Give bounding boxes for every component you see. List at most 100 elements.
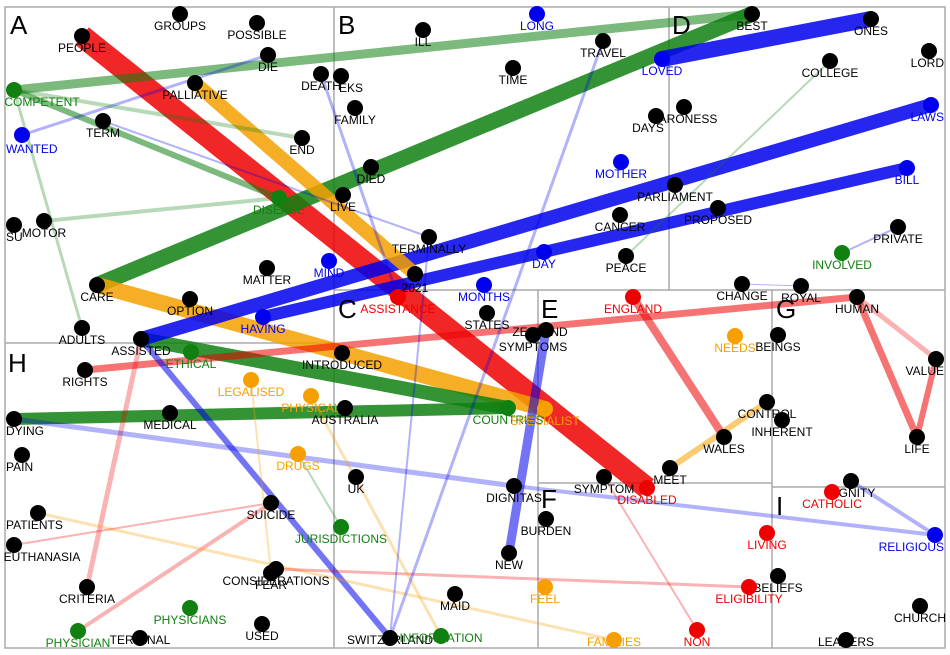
node-dot [596,469,612,485]
node-label: INTRODUCED [302,358,382,372]
node-dot [290,446,306,462]
node-label: BELIEFS [753,581,802,595]
node-legalised: LEGALISED [218,372,285,399]
node-dot [741,579,757,595]
node-label: 2021 [402,281,429,295]
node-label: TIME [499,73,528,87]
region-letter-d: D [672,10,691,40]
node-feel: FEEL [530,579,560,606]
node-dot [759,394,775,410]
edge-criteria-assisted [84,338,144,588]
node-label: OPTION [167,304,213,318]
node-label: INFORMATION [399,631,482,645]
node-label: ADULTS [59,333,105,347]
node-label: LOVED [642,64,683,78]
node-bill: BILL [895,160,920,187]
node-life: LIFE [904,429,930,456]
node-wales: WALES [703,429,745,456]
node-dot [716,429,732,445]
node-label: TRAVEL [580,46,626,60]
node-label: SU [6,230,23,244]
node-label: CATHOLIC [802,497,862,511]
node-change: CHANGE [716,276,768,303]
node-label: DIGNITAS [486,491,542,505]
node-jurisdictions: JURISDICTIONS [295,519,387,546]
node-dot [595,33,611,49]
node-dot [333,519,349,535]
node-dot [654,51,670,67]
region-letter-f: F [541,484,557,514]
edge-wanted-die [21,53,269,137]
node-label: MIND [314,266,345,280]
node-dot [6,411,22,427]
node-non: NON [684,622,710,649]
node-people: PEOPLE [58,28,106,55]
node-label: ENGLAND [604,302,662,316]
node-label: MATTER [243,273,292,287]
node-dot [182,291,198,307]
node-2021: 2021 [402,266,429,295]
node-label: SYMPTOM [574,482,634,496]
node-specialist: SPECIALIST [510,401,580,428]
edge-zealand-new [504,329,551,554]
node-label: SYMPTOMS [499,340,567,354]
node-adults: ADULTS [59,320,105,347]
node-dot [849,289,865,305]
node-label: LIVING [747,538,786,552]
node-criteria: CRITERIA [59,579,115,606]
edge-people-disabled [75,27,654,497]
node-label: UK [348,482,365,496]
node-label: DEATH [301,79,341,93]
node-label: PHYSICAL [281,401,341,415]
node-dot [501,545,517,561]
edge-dying-dignitas [13,416,515,489]
node-label: BEINGS [755,340,800,354]
node-label: PALLIATIVE [162,88,228,102]
node-label: DYING [6,424,44,438]
node-dot [133,331,149,347]
node-patients: PATIENTS [6,505,63,532]
node-cancer: CANCER [595,207,646,234]
node-label: CRITERIA [59,592,115,606]
edge-death-assistance [319,73,400,298]
node-groups: GROUPS [154,6,206,33]
node-dot [183,344,199,360]
node-label: INVOLVED [812,258,872,272]
node-dot [774,412,790,428]
node-dot [476,277,492,293]
node-dot [95,113,111,129]
node-label: TERMINAL [110,633,171,647]
node-option: OPTION [167,291,213,318]
node-died: DIED [357,159,386,186]
node-catholic: CATHOLIC [802,484,862,511]
node-families: FAMILIES [587,632,641,649]
node-australia: AUSTRALIA [312,400,378,427]
node-drugs: DRUGS [276,446,320,473]
node-label: MONTHS [458,290,510,304]
node-label: ASSISTED [111,344,171,358]
node-mind: MIND [314,253,345,280]
node-dot [243,372,259,388]
node-dot [6,217,22,233]
edge-human-life [853,295,921,439]
node-human: HUMAN [835,289,879,316]
node-parliament: PARLIAMENT [637,177,714,204]
node-medical: MEDICAL [143,405,197,432]
edge-competent-end [13,88,303,140]
node-dot [793,278,809,294]
node-dot [74,28,90,44]
edge-palliative-2021 [190,77,420,280]
node-possible: POSSIBLE [227,15,287,42]
edge-loved-ones [660,11,873,67]
node-label: TERM [86,126,120,140]
edge-non-symptom [603,476,698,631]
node-layer: PEOPLEGROUPSPOSSIBLEDIECOMPETENTWANTEDTE… [4,6,946,650]
node-dot [268,561,284,577]
region-letter-layer: A B C D E F G H I [8,10,796,521]
node-assisted: ASSISTED [111,331,171,358]
node-dot [172,6,188,22]
node-label: MOTHER [595,167,647,181]
node-peace: PEACE [606,248,646,275]
node-dot [618,248,634,264]
node-term: TERM [86,113,120,140]
